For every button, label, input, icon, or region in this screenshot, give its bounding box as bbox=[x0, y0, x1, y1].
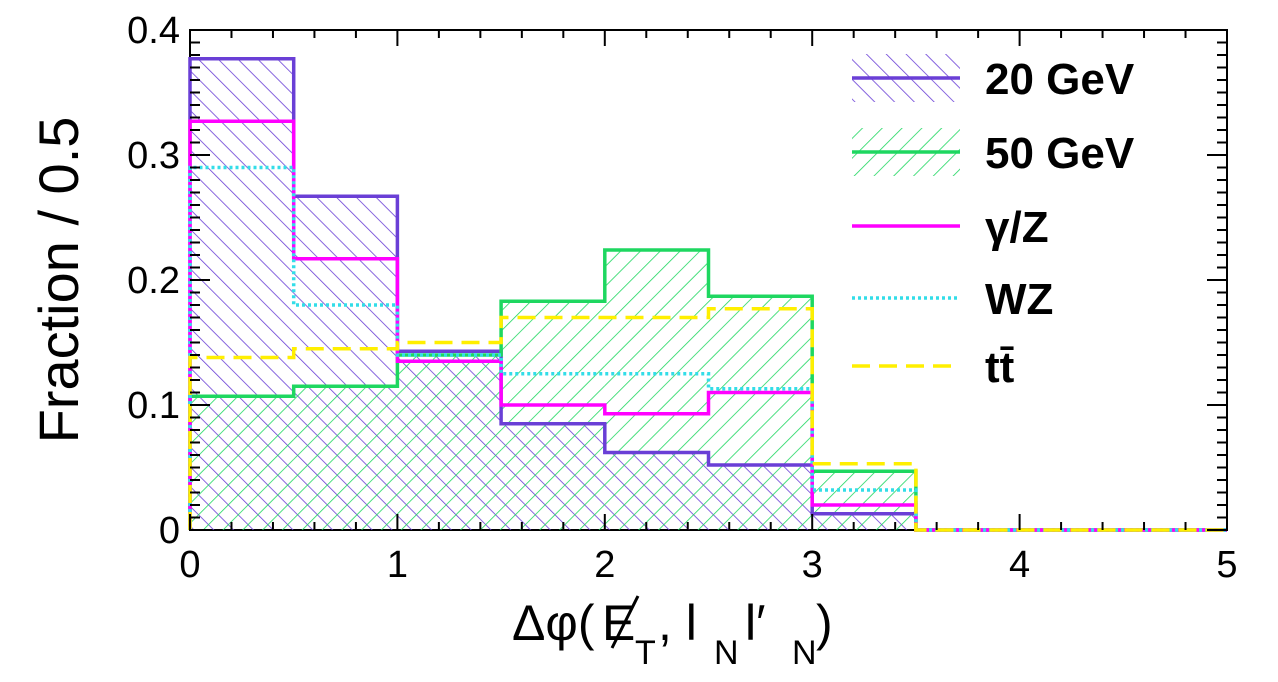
legend-item-20-gev: 20 GeV bbox=[852, 54, 1135, 104]
svg-text:Δφ(: Δφ( bbox=[512, 595, 595, 651]
bar-fill-50-gev-0 bbox=[190, 396, 294, 530]
legend-item-wz: WZ bbox=[852, 275, 1053, 324]
bar-fill-50-gev-5 bbox=[708, 296, 813, 530]
svg-text:T: T bbox=[635, 634, 656, 672]
bar-fill-50-gev-3 bbox=[501, 301, 605, 530]
y-tick-label: 0.2 bbox=[127, 260, 180, 302]
series-line-tt bbox=[188, 307, 1227, 532]
x-tick-label: 1 bbox=[387, 544, 408, 586]
svg-text:E: E bbox=[602, 595, 635, 651]
x-axis-title: Δφ( E T , l N l′ N ) bbox=[512, 595, 833, 672]
axis-ticks bbox=[189, 29, 1228, 531]
legend: 20 GeV 50 GeV γ/Z WZ tt̄ bbox=[852, 54, 1135, 392]
x-tick-label: 4 bbox=[1009, 544, 1030, 586]
legend-item-z: γ/Z bbox=[852, 203, 1049, 252]
y-axis-title: Fraction / 0.5 bbox=[27, 117, 90, 444]
legend-label: WZ bbox=[985, 275, 1053, 324]
legend-label: 50 GeV bbox=[985, 129, 1135, 178]
y-tick-label: 0.4 bbox=[127, 10, 180, 52]
tick-labels: 0 1 2 3 4 5 0 0.1 0.2 0.3 0.4 bbox=[127, 10, 1237, 586]
legend-label: tt̄ bbox=[985, 343, 1015, 392]
bar-fill-50-gev-1 bbox=[293, 386, 398, 530]
legend-item-50-gev: 50 GeV bbox=[852, 128, 1135, 178]
histogram-fills bbox=[190, 58, 916, 530]
y-tick-label: 0.1 bbox=[127, 385, 180, 427]
y-tick-label: 0.3 bbox=[127, 135, 180, 177]
x-tick-label: 2 bbox=[594, 544, 615, 586]
svg-text:N: N bbox=[714, 634, 739, 672]
y-tick-label: 0 bbox=[159, 510, 180, 552]
legend-label: 20 GeV bbox=[985, 55, 1135, 104]
svg-text:l′: l′ bbox=[745, 595, 765, 651]
svg-text:): ) bbox=[816, 595, 833, 651]
svg-text:, l: , l bbox=[658, 595, 697, 651]
bar-fill-50-gev-6 bbox=[812, 471, 916, 530]
legend-item-tt: tt̄ bbox=[852, 343, 1015, 392]
x-tick-label: 3 bbox=[802, 544, 823, 586]
svg-text:N: N bbox=[792, 634, 817, 672]
x-tick-label: 5 bbox=[1216, 544, 1237, 586]
bar-fill-50-gev-4 bbox=[604, 250, 709, 530]
x-tick-label: 0 bbox=[179, 544, 200, 586]
histogram-outlines bbox=[188, 57, 1227, 532]
bar-fill-50-gev-2 bbox=[397, 355, 502, 530]
legend-label: γ/Z bbox=[985, 203, 1049, 252]
